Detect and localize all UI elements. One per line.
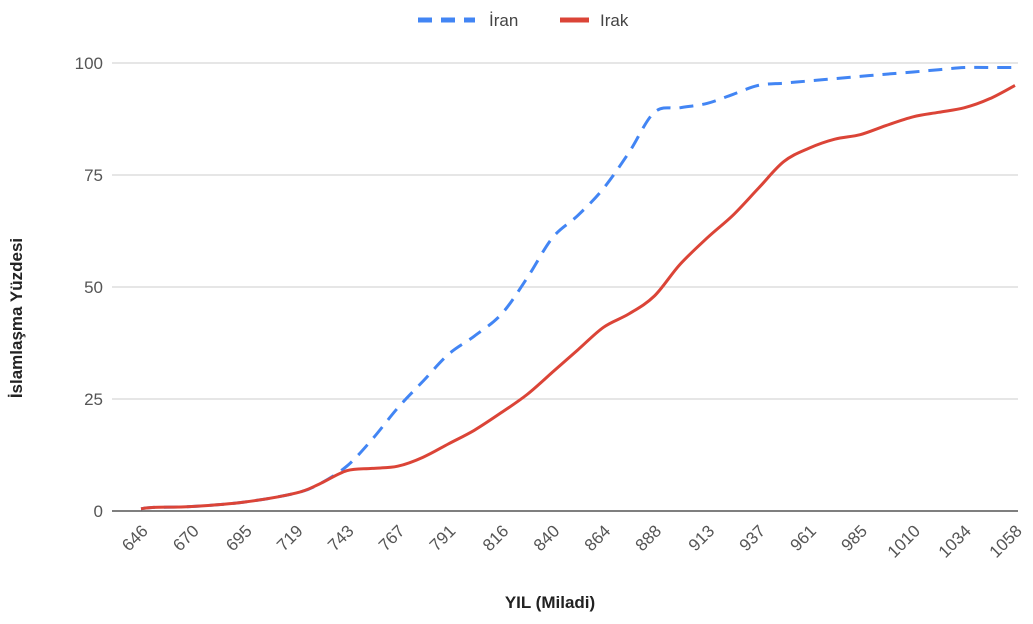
- x-tick-label: 1058: [986, 521, 1026, 561]
- series-lines: [140, 65, 1016, 511]
- y-tick-label: 25: [84, 390, 103, 409]
- x-tick-label: 767: [375, 521, 408, 554]
- y-tick-label: 75: [84, 166, 103, 185]
- legend: İran Irak: [418, 11, 629, 30]
- x-tick-label: 695: [222, 521, 255, 554]
- y-tick-label: 100: [75, 54, 103, 73]
- x-axis-title: YIL (Miladi): [505, 593, 595, 612]
- x-tick-label: 791: [426, 521, 459, 554]
- legend-label-irak: Irak: [600, 11, 629, 30]
- legend-label-iran: İran: [489, 11, 518, 30]
- x-tick-label: 985: [837, 521, 870, 554]
- y-axis-ticks: 0 25 50 75 100: [75, 54, 103, 521]
- x-tick-label: 1034: [935, 521, 975, 561]
- x-tick-label: 1010: [884, 521, 924, 561]
- y-axis-title: İslamlaşma Yüzdesi: [7, 238, 26, 398]
- x-tick-label: 961: [787, 521, 820, 554]
- series-line-iran: [140, 65, 1015, 511]
- x-axis-ticks: 646 670 695 719 743 767 791 816 840 864 888 913 937 9…: [118, 521, 1025, 561]
- x-tick-label: 816: [479, 521, 512, 554]
- gridlines: [112, 62, 1018, 512]
- y-tick-label: 50: [84, 278, 103, 297]
- x-tick-label: 670: [169, 521, 202, 554]
- series-line-irak: [140, 84, 1016, 511]
- y-tick-label: 0: [94, 502, 103, 521]
- x-tick-label: 913: [685, 521, 718, 554]
- x-tick-label: 937: [736, 521, 769, 554]
- x-tick-label: 888: [632, 521, 665, 554]
- x-tick-label: 743: [324, 521, 357, 554]
- x-tick-label: 864: [581, 521, 614, 554]
- x-tick-label: 840: [530, 521, 563, 554]
- x-tick-label: 719: [273, 521, 306, 554]
- x-tick-label: 646: [118, 521, 151, 554]
